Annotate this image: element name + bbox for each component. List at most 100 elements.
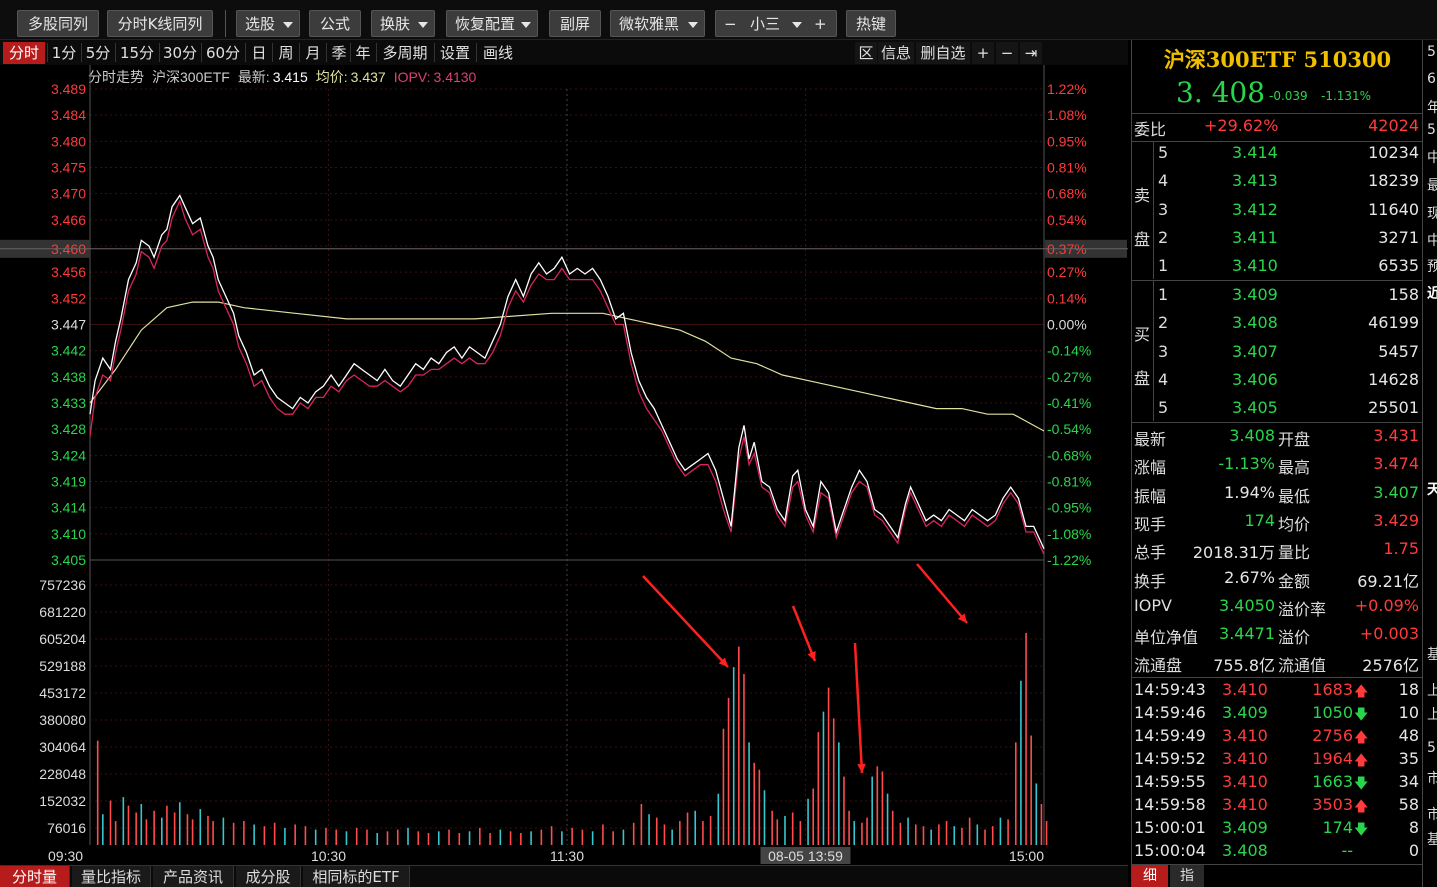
detail-tab[interactable]: 细 [1132, 865, 1168, 887]
tick-row[interactable]: 15:00:04 3.408 -- 0 [1132, 841, 1423, 863]
stat-row: 换手 2.67% 金额 69.21亿 [1132, 568, 1423, 594]
indicator-tab-4[interactable]: 相同标的ETF [303, 866, 410, 887]
price-axis-tick: 3.410 [51, 526, 86, 542]
bid-row[interactable]: 3 3.407 5457 [1132, 342, 1423, 368]
tick-row[interactable]: 14:59:43 3.410 1683 🡅 18 [1132, 680, 1423, 702]
bid-row[interactable]: 5 3.405 25501 [1132, 398, 1423, 424]
stat-value: -1.13% [1218, 454, 1275, 474]
info-button[interactable]: 信息 [878, 42, 914, 64]
annotation-arrow [791, 605, 817, 662]
ask-row[interactable]: 5 3.414 10234 [1132, 143, 1423, 169]
tick-row[interactable]: 14:59:58 3.410 3503 🡅 58 [1132, 795, 1423, 817]
pct-axis-tick: 0.00% [1047, 317, 1087, 333]
order-ratio-row: 委比 +29.62% 42024 [1132, 116, 1423, 140]
price-axis-tick: 3.424 [51, 447, 86, 463]
remove-watchlist-button[interactable]: 删自选 [916, 42, 970, 64]
minus-icon[interactable]: − [996, 42, 1018, 64]
formula-button[interactable]: 公式 [309, 10, 361, 37]
tick-volume: 1683 [1312, 680, 1353, 699]
indicator-tab-3[interactable]: 成分股 [236, 866, 301, 887]
tick-row[interactable]: 14:59:55 3.410 1663 🡇 34 [1132, 772, 1423, 794]
pick-stock-dropdown[interactable]: 选股 [236, 10, 300, 37]
order-ratio-label: 委比 [1134, 120, 1167, 139]
tick-row[interactable]: 14:59:49 3.410 2756 🡅 48 [1132, 726, 1423, 748]
chart-header: 分时走势 沪深300ETF 最新: 3.415 均价: 3.437 IOPV: 3.4130 [88, 69, 477, 85]
bid-price: 3.407 [1232, 341, 1278, 361]
edge-text: 现 [1427, 203, 1437, 223]
bid-row[interactable]: 4 3.406 14628 [1132, 370, 1423, 396]
pct-axis-tick: -0.27% [1047, 369, 1091, 385]
font-family-dropdown[interactable]: 微软雅黑 [610, 10, 705, 37]
stat-label: 总手 [1134, 543, 1167, 563]
period-tab-5[interactable]: 60分 [205, 44, 241, 62]
price-change: -0.039 [1269, 89, 1308, 103]
indicator-tab-2[interactable]: 产品资讯 [153, 866, 234, 887]
ask-level: 5 [1158, 143, 1169, 162]
period-divider [272, 43, 273, 62]
hotkey-button[interactable]: 热键 [846, 10, 896, 37]
tick-volume: 2756 [1312, 726, 1353, 745]
period-divider [299, 43, 300, 62]
crosshair-time-box [760, 847, 851, 864]
font-size-increase-button[interactable]: + [814, 15, 827, 33]
tick-row[interactable]: 14:59:46 3.409 1050 🡇 10 [1132, 703, 1423, 725]
price-axis-tick: 3.452 [51, 290, 86, 306]
period-tab-7[interactable]: 周 [278, 44, 294, 62]
period-divider [245, 43, 246, 62]
price-axis-tick: 3.428 [51, 421, 86, 437]
add-icon[interactable]: + [972, 42, 994, 64]
period-tab-1[interactable]: 1分 [51, 44, 77, 62]
sub-screen-button[interactable]: 副屏 [549, 10, 601, 37]
tick-row[interactable]: 15:00:01 3.409 174 🡇 8 [1132, 818, 1423, 840]
time-axis-label: 10:30 [311, 848, 346, 864]
bid-row[interactable]: 2 3.408 46199 [1132, 313, 1423, 339]
ask-row[interactable]: 4 3.413 18239 [1132, 171, 1423, 197]
font-size-value[interactable]: 小三 [750, 15, 781, 33]
tick-row[interactable]: 14:59:52 3.410 1964 🡅 35 [1132, 749, 1423, 771]
ask-volume: 10234 [1368, 143, 1419, 162]
stat-row: 最新 3.408 开盘 3.431 [1132, 426, 1423, 452]
collapse-panel-icon[interactable]: ⇥ [1020, 42, 1042, 64]
compare-stocks-button[interactable]: 多股同列 [17, 10, 99, 37]
stat-label: 涨幅 [1134, 458, 1167, 478]
period-tab-6[interactable]: 日 [251, 44, 267, 62]
indicator-tab-0[interactable]: 分时量 [0, 866, 70, 887]
ask-row[interactable]: 1 3.410 6535 [1132, 256, 1423, 282]
range-button[interactable]: 区 [855, 42, 877, 64]
period-tab-12[interactable]: 设置 [439, 44, 470, 62]
tick-price: 3.410 [1222, 749, 1268, 768]
period-tab-8[interactable]: 月 [305, 44, 321, 62]
restore-config-dropdown[interactable]: 恢复配置 [446, 10, 538, 37]
period-divider [434, 43, 435, 62]
index-tab[interactable]: 指 [1170, 865, 1204, 887]
ask-row[interactable]: 3 3.412 11640 [1132, 200, 1423, 226]
stat-value: 3.408 [1229, 426, 1275, 445]
period-tab-4[interactable]: 30分 [162, 44, 198, 62]
stat-value: 3.407 [1373, 482, 1419, 502]
indicator-tab-1[interactable]: 量比指标 [72, 866, 151, 887]
intraday-chart[interactable]: 分时走势 沪深300ETF 最新: 3.415 均价: 3.437 IOPV: 3.4130 3… [0, 65, 1128, 865]
pct-axis-tick: 0.68% [1047, 186, 1087, 202]
skin-dropdown[interactable]: 换肤 [371, 10, 435, 37]
stat-label: 金额 [1278, 571, 1311, 591]
period-tab-13[interactable]: 画线 [482, 44, 513, 62]
bid-volume: 158 [1388, 285, 1419, 304]
period-tab-9[interactable]: 季 [331, 44, 347, 62]
edge-text: 市 [1427, 804, 1437, 824]
minute-kline-compare-button[interactable]: 分时K线同列 [107, 10, 213, 37]
edge-text: 最 [1427, 175, 1437, 195]
chevron-down-icon [792, 22, 802, 28]
period-tab-3[interactable]: 15分 [119, 44, 155, 62]
ask-row[interactable]: 2 3.411 3271 [1132, 228, 1423, 254]
price-axis-tick: 3.405 [51, 552, 86, 568]
bid-row[interactable]: 1 3.409 158 [1132, 285, 1423, 311]
period-tab-11[interactable]: 多周期 [382, 44, 428, 62]
period-tab-0[interactable]: 分时 [3, 42, 45, 64]
period-tab-2[interactable]: 5分 [85, 44, 111, 62]
volume-axis-tick: 681220 [39, 604, 86, 620]
font-size-decrease-button[interactable]: − [724, 15, 737, 33]
stat-value: 69.21亿 [1357, 571, 1419, 591]
price-axis-tick: 3.489 [51, 81, 86, 97]
price-axis-tick: 3.484 [51, 107, 86, 123]
period-tab-10[interactable]: 年 [355, 44, 371, 62]
